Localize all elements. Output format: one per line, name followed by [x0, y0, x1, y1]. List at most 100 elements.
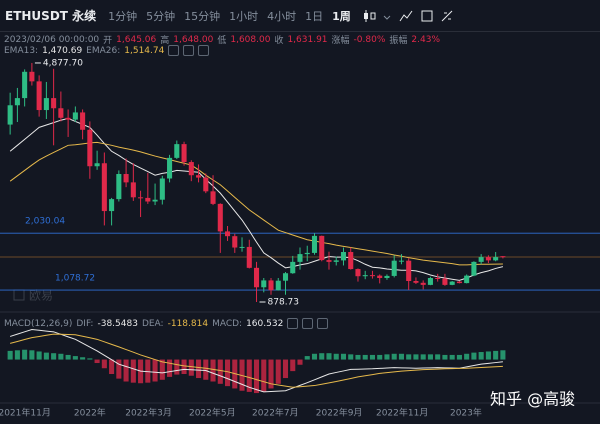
candle-body	[159, 178, 165, 200]
macd-title: MACD(12,26,9)	[4, 318, 73, 329]
candle-body	[181, 144, 187, 163]
macd-bar	[282, 359, 289, 379]
macd-bar	[362, 354, 368, 360]
macd-bar	[210, 359, 216, 382]
macd-bar	[464, 353, 470, 360]
candle-body	[188, 162, 194, 176]
macd-bar	[413, 354, 419, 360]
macd-bar	[442, 354, 448, 360]
candle-body	[101, 163, 107, 212]
candle-body	[355, 269, 361, 277]
interval[interactable]: 1日	[305, 9, 324, 23]
interval[interactable]: 4小时	[267, 9, 297, 23]
candle-body	[391, 260, 397, 276]
candle-body	[319, 235, 325, 261]
candle-body	[232, 236, 238, 248]
candle-body	[22, 71, 28, 99]
x-tick-label: 2022年7月	[252, 407, 299, 419]
interval[interactable]: 1周	[332, 9, 351, 23]
indicator-icon[interactable]	[399, 10, 413, 22]
interval[interactable]: 1分钟	[108, 9, 138, 23]
macd-bar	[326, 353, 332, 360]
macd-line	[10, 333, 503, 388]
candle-body	[225, 231, 231, 237]
candle-body	[65, 117, 71, 120]
candle-body	[29, 71, 35, 82]
ema-line	[9, 117, 504, 281]
candle-body	[51, 98, 57, 109]
interval[interactable]: 1小时	[229, 9, 259, 23]
candle-body	[58, 108, 64, 118]
macd-bar	[420, 354, 426, 360]
symbol[interactable]: ETHUSDT 永续	[5, 9, 97, 23]
candle-body	[442, 278, 448, 285]
dropdown-icon[interactable]	[383, 15, 391, 20]
eye-icon[interactable]	[168, 45, 180, 56]
macd-bar	[36, 351, 42, 360]
candle-body	[464, 275, 470, 284]
price-mark-label: 878.73	[268, 297, 300, 307]
candle-body	[145, 197, 151, 202]
candle-body	[174, 144, 180, 158]
candle-body	[384, 275, 390, 279]
draw-icon[interactable]	[441, 10, 453, 22]
macd-bar	[268, 359, 274, 389]
macd-bar	[485, 351, 491, 360]
candle-body	[72, 112, 78, 120]
macd-bar	[145, 359, 151, 383]
macd-bar	[65, 354, 71, 360]
macd-bar	[377, 354, 383, 360]
ema-legend: EMA13: 1,470.69 EMA26: 1,514.74	[4, 45, 213, 56]
eye-icon[interactable]	[287, 318, 299, 329]
macd-bar	[203, 359, 209, 380]
macd-bar	[43, 352, 49, 360]
macd-bar	[348, 354, 354, 360]
macd-bar	[333, 353, 339, 360]
macd-bar	[319, 353, 325, 360]
candle-body	[210, 191, 216, 204]
close-icon[interactable]	[317, 318, 329, 329]
candle-body	[485, 257, 491, 261]
settings-icon[interactable]	[421, 10, 433, 22]
candle-body	[282, 273, 289, 281]
macd-bar	[87, 358, 93, 360]
field-value: 1,648.00	[173, 34, 214, 45]
macd-bar	[7, 350, 13, 360]
candle-body	[398, 260, 404, 262]
candle-body	[435, 278, 441, 280]
x-tick-label: 2021年11月	[0, 407, 51, 419]
macd-bar	[500, 350, 506, 360]
macd-bar	[58, 353, 64, 360]
close-icon[interactable]	[198, 45, 210, 56]
candle-body	[239, 246, 245, 248]
candle-body	[333, 260, 339, 262]
field-label: 低	[217, 36, 227, 46]
macd-bar	[94, 359, 100, 364]
candle-body	[413, 280, 419, 283]
candle-body	[340, 252, 347, 261]
price-mark-label: 4,877.70	[43, 58, 83, 68]
candle-body	[36, 81, 42, 111]
macd-bar	[384, 354, 390, 360]
macd-bar	[174, 359, 180, 375]
legend-name: DIF:	[76, 318, 94, 329]
candle-body	[449, 281, 455, 285]
field-value: -0.80%	[353, 34, 386, 45]
settings-icon[interactable]	[302, 318, 314, 329]
x-tick-label: 2023年	[450, 407, 482, 419]
field-label: 收	[274, 36, 284, 46]
toolbar-icons	[363, 10, 453, 22]
macd-bar	[217, 359, 223, 384]
macd-bar	[398, 353, 404, 360]
candle-body	[348, 252, 354, 270]
settings-icon[interactable]	[183, 45, 195, 56]
macd-bar	[80, 357, 86, 360]
macd-bar	[225, 359, 231, 387]
macd-bar	[181, 359, 187, 374]
legend-value: -38.5483	[97, 318, 138, 329]
interval[interactable]: 5分钟	[146, 9, 176, 23]
interval[interactable]: 15分钟	[184, 9, 221, 23]
candle-body	[456, 281, 462, 284]
macd-bar	[253, 359, 260, 394]
